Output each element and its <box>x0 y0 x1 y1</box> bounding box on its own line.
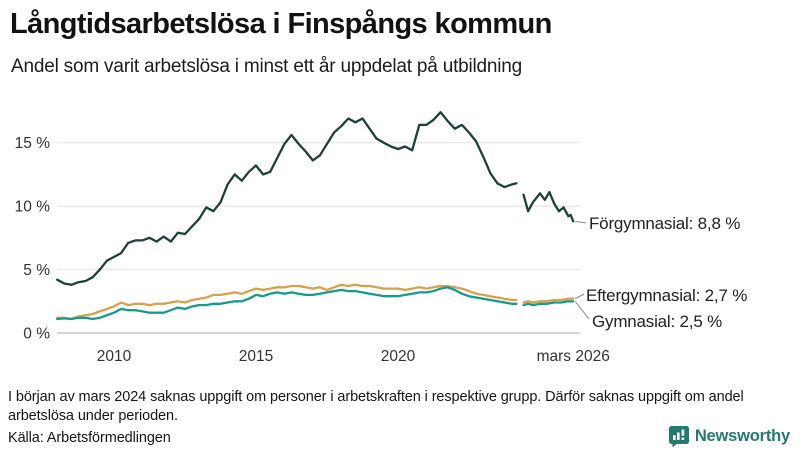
y-tick-label: 5 % <box>23 262 50 279</box>
label-connector <box>574 293 585 300</box>
x-tick-label: 2015 <box>239 348 273 365</box>
series-end-label-eftergymnasial: Eftergymnasial: 2,7 % <box>586 286 748 305</box>
label-connector <box>574 300 590 320</box>
page-subtitle: Andel som varit arbetslösa i minst ett å… <box>11 56 523 77</box>
page-title: Långtidsarbetslösa i Finspångs kommun <box>10 8 552 40</box>
label-connector <box>575 220 587 224</box>
footnote: I början av mars 2024 saknas uppgift om … <box>8 389 744 424</box>
series-line-förgymnasial <box>56 111 575 286</box>
brand-name: Newsworthy <box>694 426 790 445</box>
y-tick-label: 0 % <box>23 326 50 343</box>
brand-lockup: Newsworthy <box>668 424 790 448</box>
series-line-eftergymnasial <box>56 283 575 321</box>
series-end-label-gymnasial: Gymnasial: 2,5 % <box>592 312 723 331</box>
newsworthy-logo-icon <box>668 425 690 448</box>
x-tick-label: mars 2026 <box>537 348 610 365</box>
y-tick-label: 10 % <box>15 199 51 216</box>
series-end-label-forgymnasial: Förgymnasial: 8,8 % <box>589 214 741 233</box>
source-credit: Källa: Arbetsförmedlingen <box>8 430 171 446</box>
x-tick-label: 2010 <box>97 348 132 365</box>
series-line-gymnasial <box>56 286 575 321</box>
x-tick-label: 2020 <box>381 348 416 365</box>
y-tick-label: 15 % <box>15 135 51 152</box>
